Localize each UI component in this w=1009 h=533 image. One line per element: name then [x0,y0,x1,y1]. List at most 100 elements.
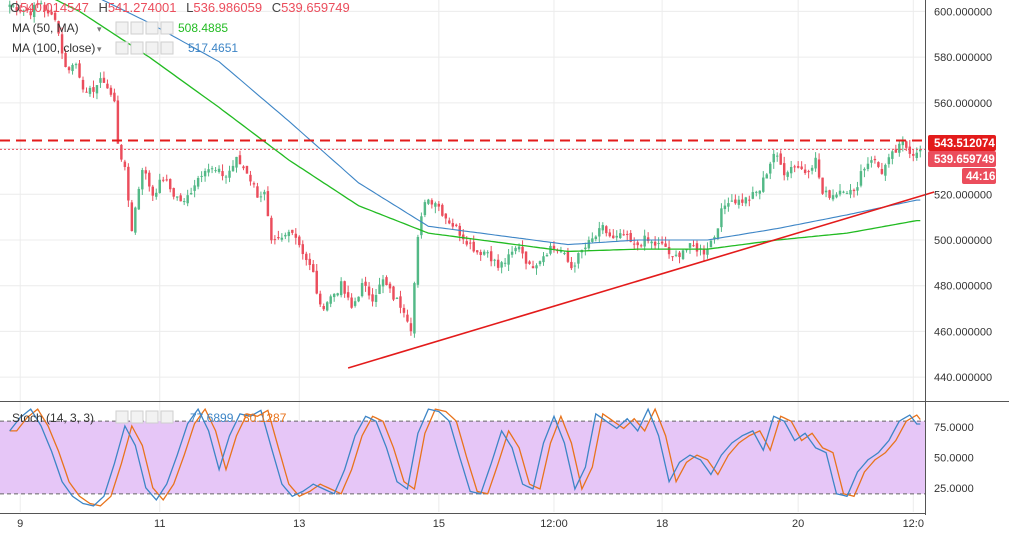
price-tick-label: 500.000000 [934,235,992,247]
candle-body [482,251,486,255]
ma50-legend[interactable]: MA (50, MA) ▾ 508.4885 [12,21,228,35]
resistance-badge-text: 543.512074 [934,138,995,150]
candle-body [786,172,789,177]
stoch-legend-controls[interactable] [115,410,174,424]
candle-body [263,191,266,195]
candle-body [842,191,845,193]
candle-body [824,190,828,193]
candle-body [238,155,242,165]
candle-body [796,166,800,168]
candle-body [448,220,451,224]
candle-body [507,254,510,265]
candle-body [720,208,723,228]
add-icon[interactable] [145,41,159,55]
visibility-icon[interactable] [115,41,129,55]
ma100-legend-controls[interactable] [115,41,174,55]
candle-body [102,77,106,83]
candle-body [877,162,880,167]
ohlc-readout: O540.014547 H541.274001 L536.986059 C539… [10,0,350,15]
time-tick-label: 12:0 [903,518,924,530]
candle-body [866,163,870,170]
candle-body [898,143,901,153]
add-icon[interactable] [145,21,159,35]
stoch-legend[interactable]: Stoch (14, 3, 3) 77.6899 80.1287 [12,410,287,425]
candle-body [53,12,57,20]
candle-body [374,294,378,302]
candle-body [622,234,625,236]
candle-body [221,171,224,177]
candle-body [500,262,503,268]
candle-body [779,153,782,165]
stoch-legend-label: Stoch (14, 3, 3) [12,411,94,425]
visibility-icon[interactable] [115,21,129,35]
candle-body [573,265,577,267]
candle-body [891,151,894,159]
candle-body [748,199,751,201]
candle-body [441,204,444,216]
candle-body [353,301,357,306]
price-tick-label: 480.000000 [934,281,992,293]
candle-body [901,141,905,146]
settings-icon[interactable] [130,21,144,35]
candle-body [168,179,172,190]
candle-body [85,91,88,93]
ma100-legend[interactable]: MA (100, close) ▾ 517.4651 [12,41,238,55]
candle-body [758,190,762,194]
add-icon[interactable] [145,410,159,424]
candle-body [915,152,918,159]
candle-body [88,87,92,94]
candle-body [339,281,343,296]
candle-body [134,207,137,233]
close-icon[interactable] [160,410,174,424]
settings-icon[interactable] [130,410,144,424]
candle-body [884,164,887,176]
ascending-trend-line[interactable] [347,191,935,369]
candle-body [284,234,287,237]
candle-body [148,172,151,187]
countdown-badge [962,168,996,184]
price-axis[interactable]: 600.000000580.000000560.000000540.000000… [934,6,992,384]
candle-body [336,293,339,296]
settings-icon[interactable] [130,41,144,55]
candle-body [249,174,252,182]
candle-body [584,247,587,250]
candle-body [301,244,305,255]
candle-body [242,166,245,169]
close-icon[interactable] [160,21,174,35]
time-axis[interactable]: 9 11 13 15 12:00 18 20 12:0 [17,518,924,530]
stoch-k-line [9,407,921,507]
candle-body [887,157,891,165]
candle-body [615,235,618,238]
time-tick-label: 12:00 [540,518,568,530]
candle-body [765,174,768,179]
candle-body [769,163,772,174]
candle-body [116,100,120,144]
visibility-icon[interactable] [115,410,129,424]
candle-body [60,34,64,54]
candle-body [643,235,646,247]
candle-body [793,166,796,168]
candle-body [430,200,434,205]
candle-body [109,87,113,95]
stoch-axis[interactable]: 75.0000 50.0000 25.0000 [934,422,974,495]
candle-body [266,191,270,217]
price-tick-label: 460.000000 [934,326,992,338]
candle-body [678,252,681,258]
ma50-legend-dropdown-icon[interactable]: ▾ [97,24,102,34]
candle-body [744,197,748,204]
ma50-legend-controls[interactable] [115,21,174,35]
candle-body [772,153,775,163]
candle-body [18,9,22,12]
candle-body [378,284,381,295]
candle-body [343,281,346,294]
candle-body [416,236,420,285]
candle-body [141,170,144,190]
candle-body [660,241,664,244]
candle-body [755,191,758,193]
candle-body [270,217,273,241]
candle-body [50,11,53,15]
candle-body [514,247,517,252]
close-icon[interactable] [160,41,174,55]
ma100-legend-dropdown-icon[interactable]: ▾ [97,44,102,54]
